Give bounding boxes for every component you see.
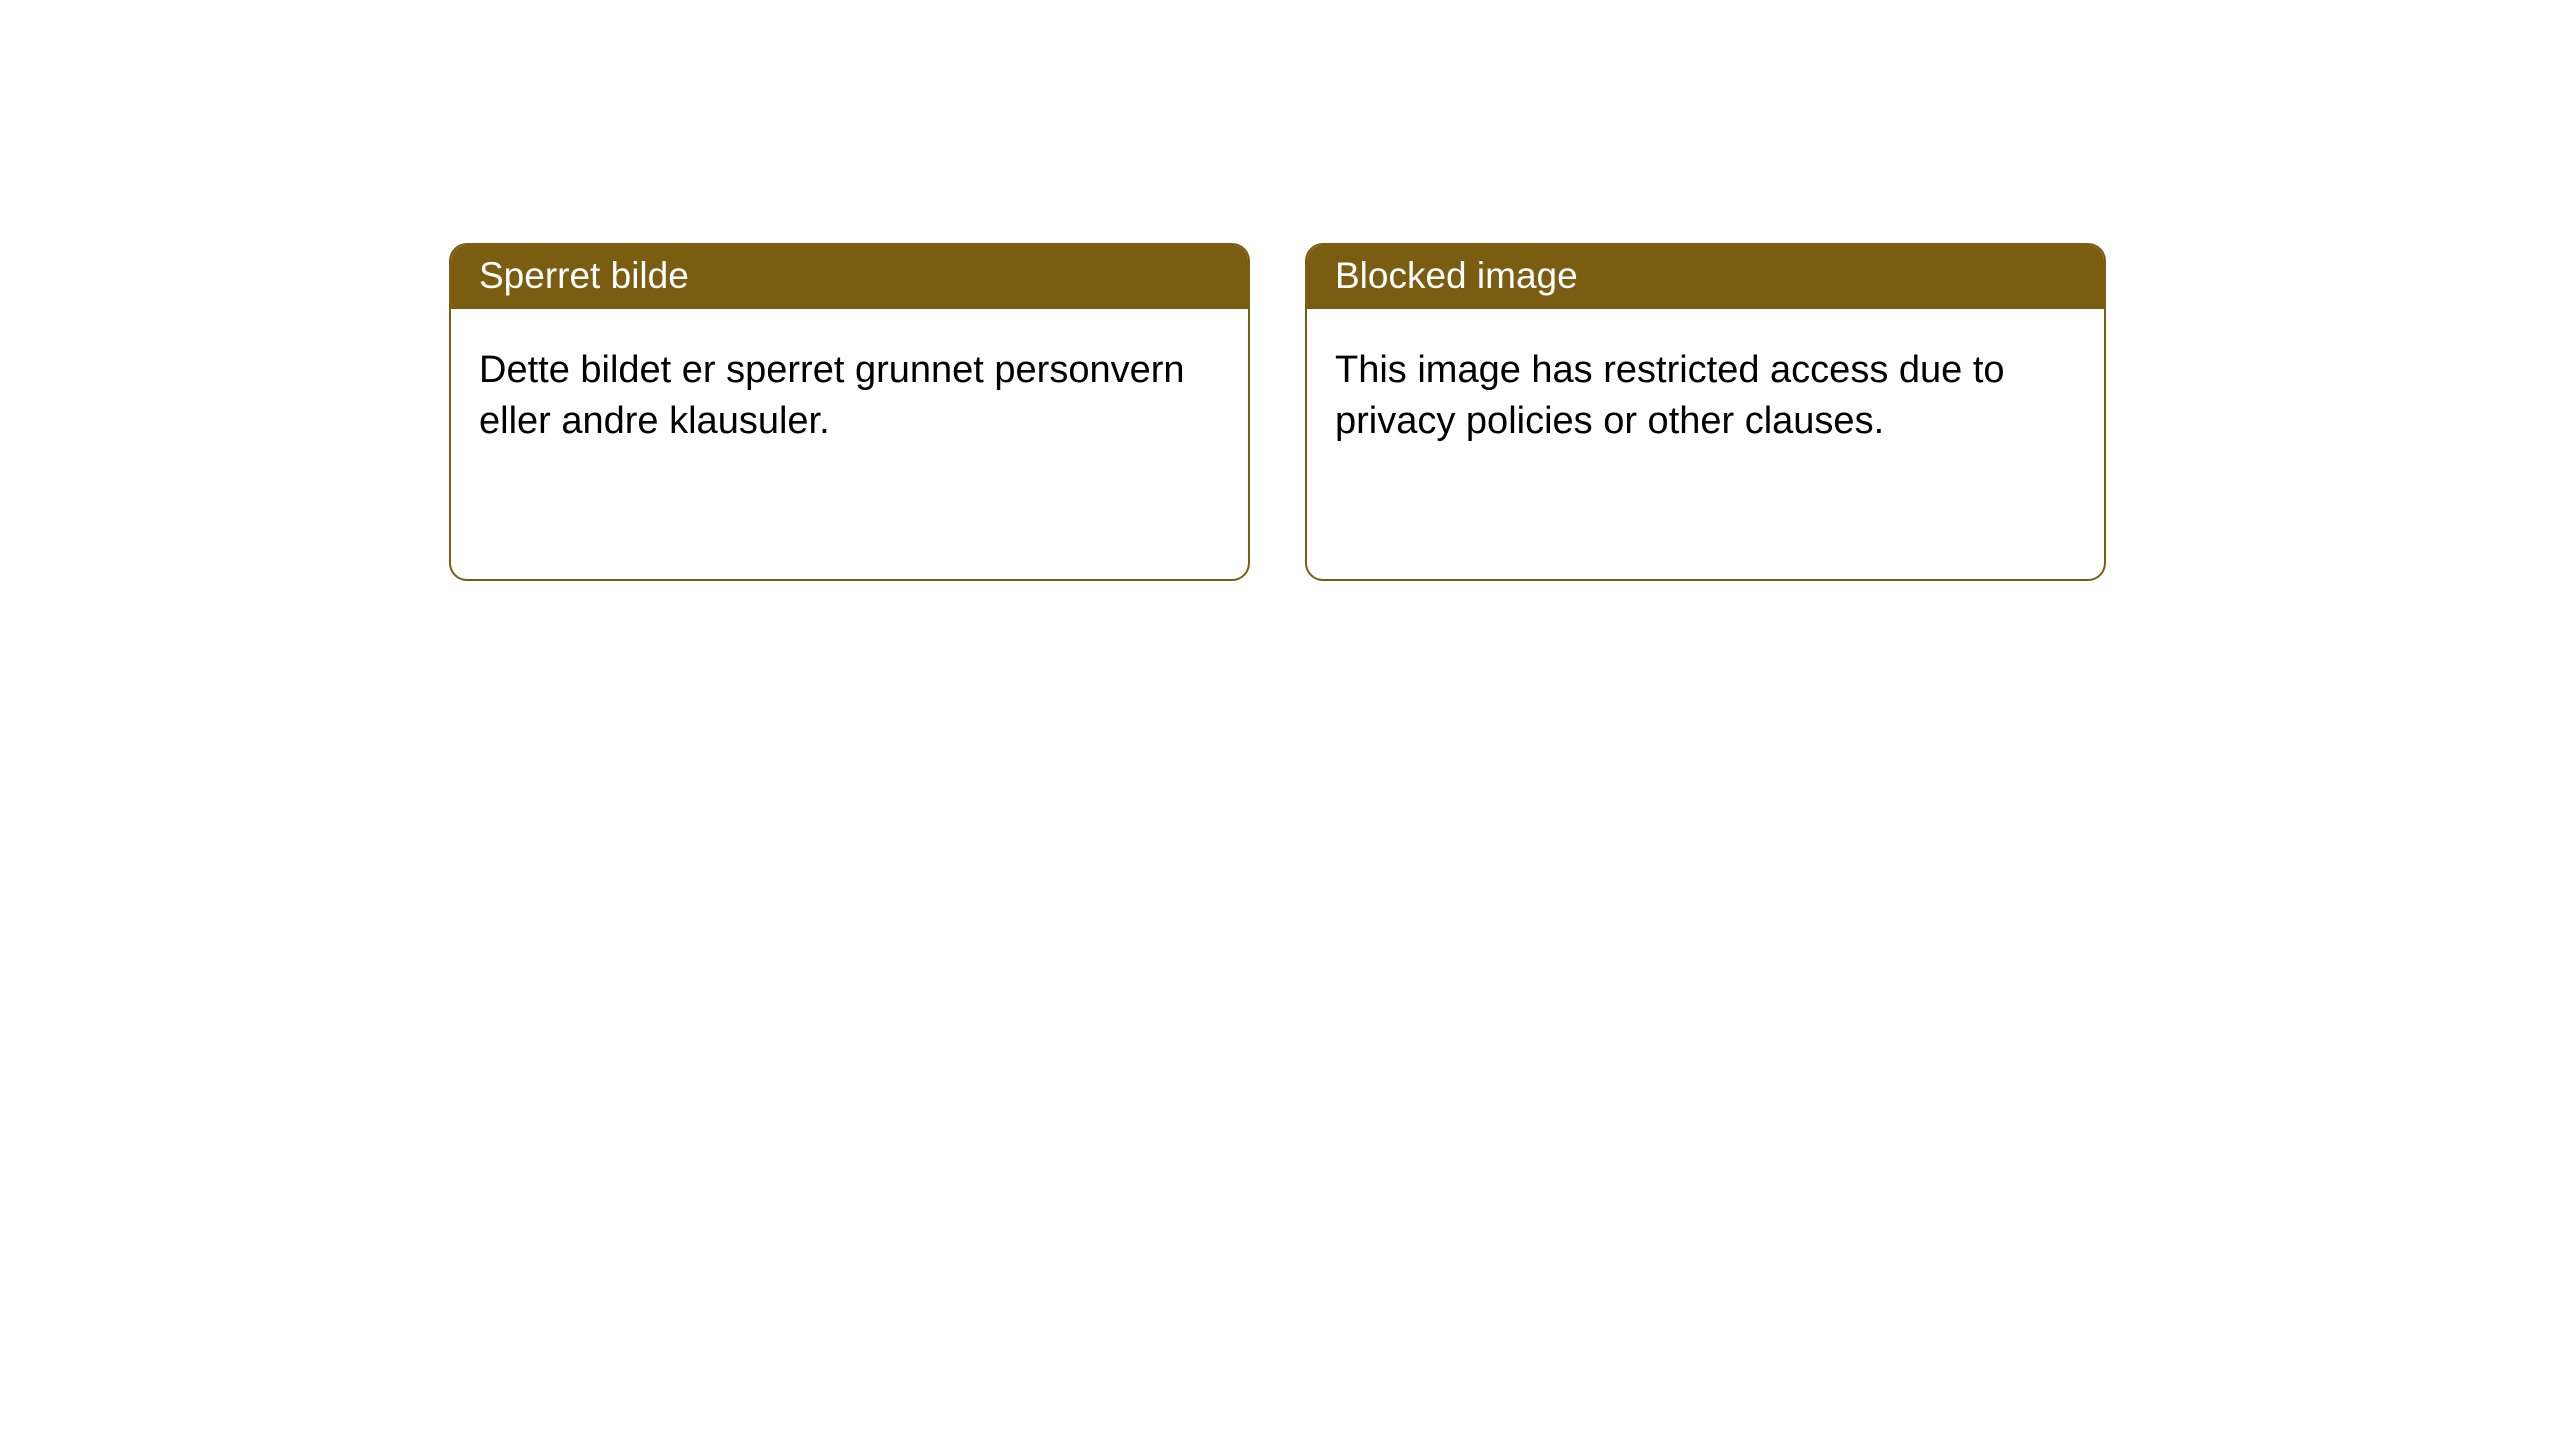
- notice-container: Sperret bilde Dette bildet er sperret gr…: [0, 0, 2560, 581]
- card-body-text: Dette bildet er sperret grunnet personve…: [479, 349, 1185, 442]
- card-header: Blocked image: [1307, 245, 2104, 309]
- notice-card-norwegian: Sperret bilde Dette bildet er sperret gr…: [449, 243, 1250, 581]
- card-body: Dette bildet er sperret grunnet personve…: [451, 309, 1248, 579]
- card-title: Sperret bilde: [479, 255, 689, 296]
- card-body: This image has restricted access due to …: [1307, 309, 2104, 579]
- card-title: Blocked image: [1335, 255, 1578, 296]
- notice-card-english: Blocked image This image has restricted …: [1305, 243, 2106, 581]
- card-header: Sperret bilde: [451, 245, 1248, 309]
- card-body-text: This image has restricted access due to …: [1335, 349, 2005, 442]
